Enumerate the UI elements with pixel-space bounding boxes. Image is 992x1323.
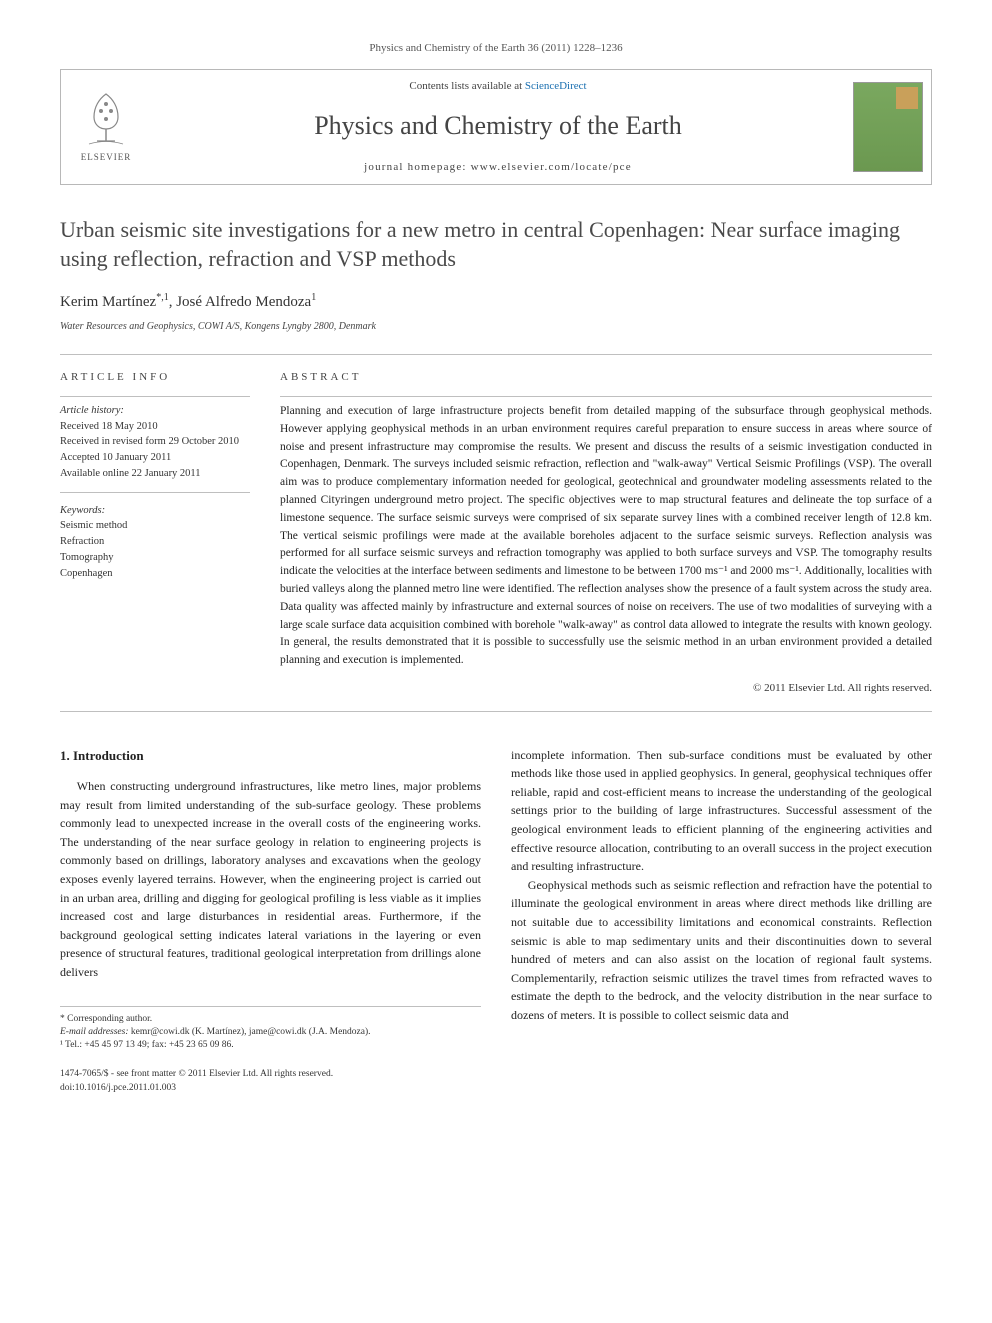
article-info-label: ARTICLE INFO	[60, 369, 250, 386]
authors-line: Kerim Martínez*,1, José Alfredo Mendoza1	[60, 290, 932, 314]
email-label: E-mail addresses:	[60, 1027, 131, 1037]
issn-line: 1474-7065/$ - see front matter © 2011 El…	[60, 1068, 932, 1081]
elsevier-tree-icon	[79, 89, 134, 149]
sciencedirect-link[interactable]: ScienceDirect	[525, 80, 587, 92]
homepage-label: journal homepage:	[364, 161, 471, 173]
abstract-column: ABSTRACT Planning and execution of large…	[280, 369, 932, 696]
article-title: Urban seismic site investigations for a …	[60, 215, 932, 274]
abstract-text: Planning and execution of large infrastr…	[280, 403, 932, 670]
body-paragraph: Geophysical methods such as seismic refl…	[511, 876, 932, 1025]
homepage-url[interactable]: www.elsevier.com/locate/pce	[471, 161, 632, 173]
body-columns: 1. Introduction When constructing underg…	[60, 746, 932, 1053]
doi-line: doi:10.1016/j.pce.2011.01.003	[60, 1082, 932, 1095]
email-addresses[interactable]: kemr@cowi.dk (K. Martínez), jame@cowi.dk…	[131, 1027, 371, 1037]
citation-text: Physics and Chemistry of the Earth 36 (2…	[369, 42, 622, 54]
journal-name: Physics and Chemistry of the Earth	[151, 106, 845, 145]
divider	[60, 711, 932, 712]
contents-line: Contents lists available at ScienceDirec…	[151, 78, 845, 95]
author-1: Kerim Martínez*,1	[60, 294, 169, 310]
keywords-heading: Keywords:	[60, 503, 250, 519]
corresponding-author-note: * Corresponding author.	[60, 1013, 481, 1026]
body-paragraph: incomplete information. Then sub-surface…	[511, 746, 932, 876]
publisher-name: ELSEVIER	[81, 151, 132, 165]
keyword: Seismic method	[60, 518, 250, 534]
email-line: E-mail addresses: kemr@cowi.dk (K. Martí…	[60, 1026, 481, 1039]
header-center: Contents lists available at ScienceDirec…	[151, 70, 845, 184]
keyword: Tomography	[60, 550, 250, 566]
keyword: Refraction	[60, 534, 250, 550]
history-item: Available online 22 January 2011	[60, 466, 250, 482]
info-abstract-row: ARTICLE INFO Article history: Received 1…	[60, 369, 932, 696]
divider	[60, 354, 932, 355]
section-heading: 1. Introduction	[60, 746, 481, 766]
publisher-logo: ELSEVIER	[61, 79, 151, 175]
page: Physics and Chemistry of the Earth 36 (2…	[0, 0, 992, 1135]
footer-bar: 1474-7065/$ - see front matter © 2011 El…	[60, 1068, 932, 1095]
history-item: Received in revised form 29 October 2010	[60, 434, 250, 450]
history-heading: Article history:	[60, 403, 250, 419]
citation-bar: Physics and Chemistry of the Earth 36 (2…	[60, 40, 932, 57]
keyword: Copenhagen	[60, 566, 250, 582]
body-column-left: 1. Introduction When constructing underg…	[60, 746, 481, 1053]
contents-prefix: Contents lists available at	[409, 80, 524, 92]
article-history-block: Article history: Received 18 May 2010 Re…	[60, 403, 250, 582]
footnotes: * Corresponding author. E-mail addresses…	[60, 1006, 481, 1053]
history-item: Accepted 10 January 2011	[60, 450, 250, 466]
section-title: Introduction	[73, 748, 144, 763]
journal-cover-thumb	[853, 82, 923, 172]
body-column-right: incomplete information. Then sub-surface…	[511, 746, 932, 1053]
journal-header: ELSEVIER Contents lists available at Sci…	[60, 69, 932, 185]
homepage-line: journal homepage: www.elsevier.com/locat…	[151, 159, 845, 176]
section-number: 1.	[60, 748, 70, 763]
history-item: Received 18 May 2010	[60, 419, 250, 435]
author-2: José Alfredo Mendoza1	[176, 294, 316, 310]
abstract-copyright: © 2011 Elsevier Ltd. All rights reserved…	[280, 680, 932, 697]
article-info-column: ARTICLE INFO Article history: Received 1…	[60, 369, 250, 696]
body-paragraph: When constructing underground infrastruc…	[60, 777, 481, 982]
tel-fax-line: ¹ Tel.: +45 45 97 13 49; fax: +45 23 65 …	[60, 1039, 481, 1052]
abstract-label: ABSTRACT	[280, 369, 932, 386]
affiliation: Water Resources and Geophysics, COWI A/S…	[60, 319, 932, 334]
